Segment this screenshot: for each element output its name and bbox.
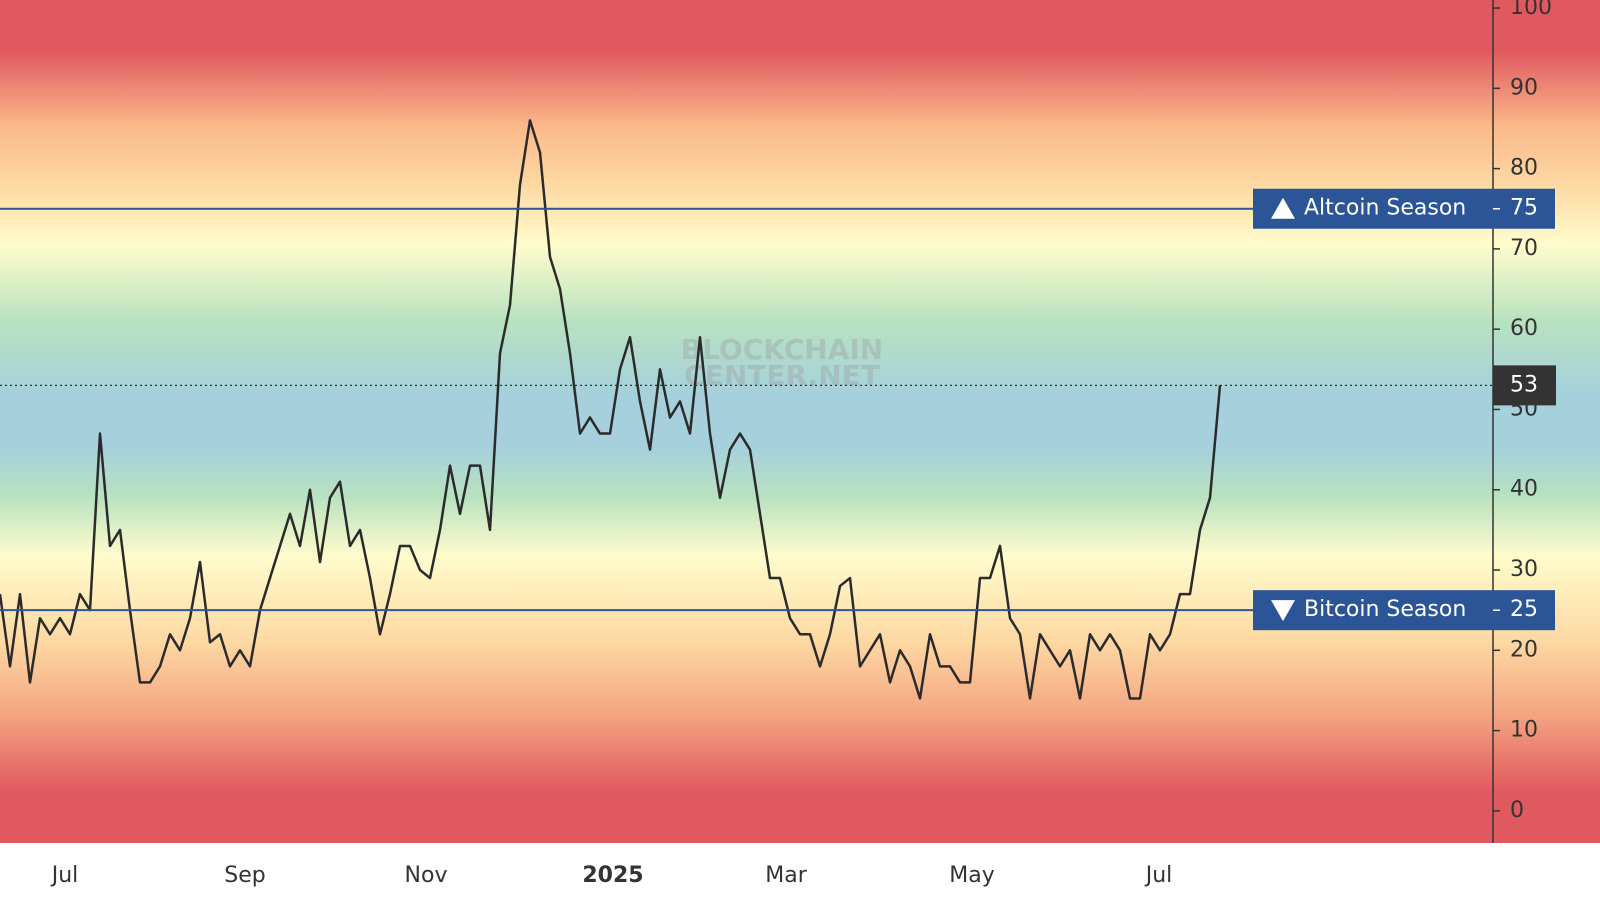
x-tick-label: 2025 (582, 863, 643, 888)
y-tick-label: 20 (1510, 637, 1538, 662)
y-tick-label: 40 (1510, 477, 1538, 502)
reference-value: 25 (1510, 597, 1538, 622)
y-tick-label: 60 (1510, 316, 1538, 341)
x-tick-label: May (949, 863, 994, 888)
x-tick-label: Nov (405, 863, 448, 888)
y-tick-label: 70 (1510, 236, 1538, 261)
y-tick-label: 30 (1510, 557, 1538, 582)
background (0, 0, 1600, 843)
x-tick-label: Jul (50, 863, 79, 888)
current-label-box (1493, 365, 1556, 406)
x-tick-label: Jul (1144, 863, 1173, 888)
reference-label: Bitcoin Season (1304, 597, 1466, 622)
watermark: BLOCKCHAIN (681, 333, 883, 366)
x-tick-label: Mar (765, 863, 807, 888)
y-tick-label: 100 (1510, 0, 1552, 20)
index-line (0, 119, 1222, 700)
direction-arrow (1271, 197, 1295, 219)
y-tick-label: 0 (1510, 798, 1524, 823)
y-tick-label: 80 (1510, 156, 1538, 181)
direction-arrow (1271, 600, 1295, 622)
reference-value: 75 (1510, 196, 1538, 221)
reference-label: Altcoin Season (1304, 196, 1466, 221)
reference-label-box (1253, 188, 1555, 229)
y-tick-label: 90 (1510, 75, 1538, 100)
current-value: 53 (1510, 372, 1538, 397)
x-tick-label: Sep (224, 863, 265, 888)
watermark: CENTER.NET (684, 359, 880, 392)
y-tick-label: 10 (1510, 718, 1538, 743)
reference-label-box (1253, 590, 1555, 631)
